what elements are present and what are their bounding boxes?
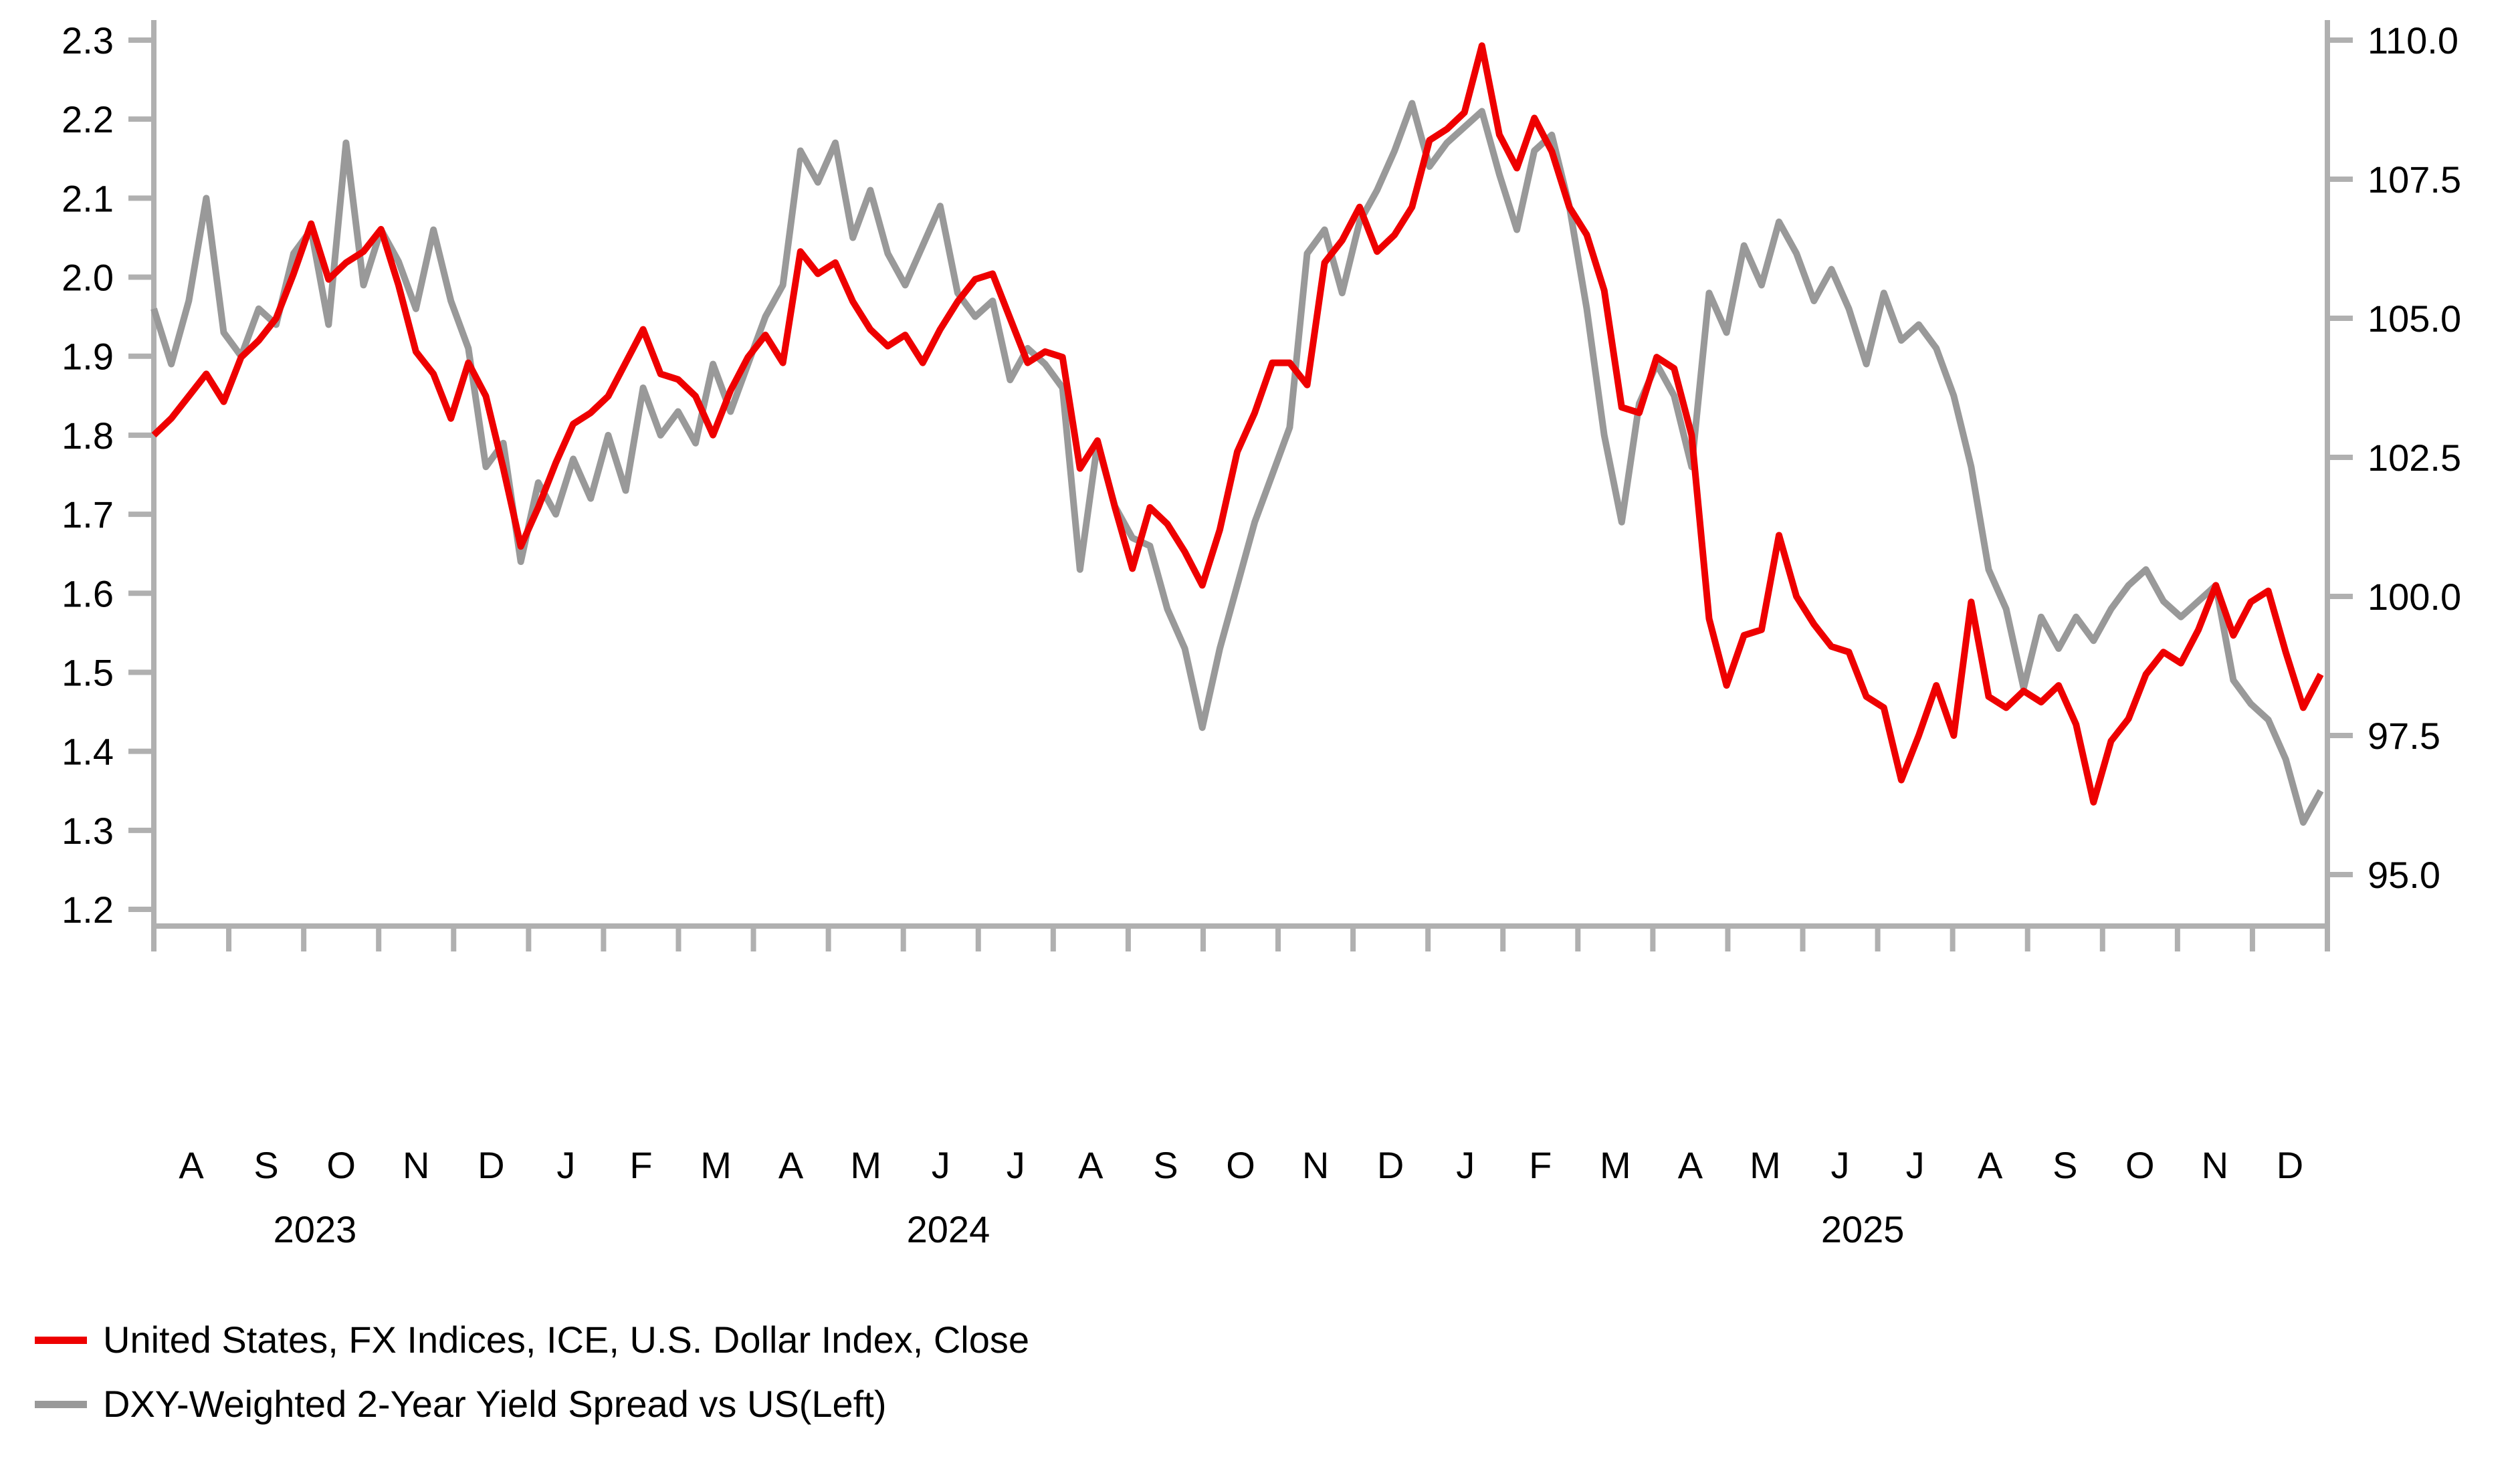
legend-item-dxy: United States, FX Indices, ICE, U.S. Dol…: [35, 1319, 1029, 1361]
month-label: S: [2053, 1144, 2077, 1186]
month-label: J: [1906, 1144, 1925, 1186]
left-tick-label: 1.4: [62, 731, 114, 773]
left-tick-label: 1.6: [62, 572, 114, 614]
left-tick-label: 2.1: [62, 177, 114, 219]
right-tick-label: 95.0: [2368, 854, 2440, 896]
left-tick-label: 2.3: [62, 19, 114, 62]
month-label: J: [556, 1144, 575, 1186]
month-label: O: [1226, 1144, 1255, 1186]
left-tick-label: 1.9: [62, 336, 114, 378]
legend-swatch-red-line-icon: [35, 1336, 87, 1344]
left-tick-label: 2.2: [62, 98, 114, 140]
month-label: O: [2125, 1144, 2155, 1186]
right-tick-label: 102.5: [2368, 437, 2461, 479]
right-tick-label: 110.0: [2368, 19, 2458, 62]
month-label: J: [1007, 1144, 1025, 1186]
month-label: M: [700, 1144, 732, 1186]
month-label: M: [850, 1144, 881, 1186]
month-label: J: [1831, 1144, 1850, 1186]
month-label: J: [932, 1144, 950, 1186]
left-tick-label: 1.5: [62, 651, 114, 693]
month-label: D: [478, 1144, 504, 1186]
right-tick-label: 97.5: [2368, 715, 2440, 757]
axes: [151, 20, 2330, 929]
month-label: A: [179, 1144, 204, 1186]
month-label: N: [2202, 1144, 2228, 1186]
right-tick-label: 100.0: [2368, 576, 2461, 618]
right-tick-label: 107.5: [2368, 158, 2461, 201]
legend-item-spread: DXY-Weighted 2-Year Yield Spread vs US(L…: [35, 1383, 1029, 1426]
left-tick-label: 1.3: [62, 810, 114, 852]
month-label: D: [2277, 1144, 2303, 1186]
month-label: F: [1529, 1144, 1552, 1186]
month-label: A: [1978, 1144, 2003, 1186]
left-tick-label: 2.0: [62, 257, 114, 299]
month-label: J: [1456, 1144, 1475, 1186]
left-tick-label: 1.8: [62, 415, 114, 457]
month-label: A: [1078, 1144, 1104, 1186]
month-label: F: [629, 1144, 652, 1186]
right-axis-ticks: 110.0 107.5 105.0 102.5 100.0 97.5 95.0: [2327, 19, 2461, 896]
legend-swatch-gray-line-icon: [35, 1400, 87, 1408]
legend-label-spread: DXY-Weighted 2-Year Yield Spread vs US(L…: [103, 1383, 887, 1425]
left-axis-ticks: 2.3 2.2 2.1 2.0 1.9 1.8 1.7 1.6 1.5 1.4 1.3 1.2: [62, 19, 154, 931]
month-label: A: [778, 1144, 804, 1186]
month-label: M: [1600, 1144, 1631, 1186]
month-label: N: [403, 1144, 429, 1186]
year-label: 2024: [907, 1208, 990, 1250]
year-label: 2025: [1821, 1208, 1905, 1250]
left-tick-label: 1.7: [62, 493, 114, 536]
legend-label-dxy: United States, FX Indices, ICE, U.S. Dol…: [103, 1319, 1030, 1361]
month-label: M: [1750, 1144, 1781, 1186]
month-label: O: [326, 1144, 356, 1186]
series-line-dollar-index: [151, 42, 2324, 806]
month-label: S: [253, 1144, 278, 1186]
left-tick-label: 1.2: [62, 889, 114, 931]
month-label: D: [1377, 1144, 1404, 1186]
right-tick-label: 105.0: [2368, 298, 2461, 340]
month-label: A: [1678, 1144, 1703, 1186]
month-label: S: [1153, 1144, 1178, 1186]
legend: United States, FX Indices, ICE, U.S. Dol…: [35, 1319, 1029, 1447]
month-label: N: [1302, 1144, 1329, 1186]
x-axis-ticks: A S O N D J F M A M J J A S O N D J F M A M J J A S O N D 2023 2024 202…: [151, 926, 2330, 1250]
year-label: 2023: [274, 1208, 357, 1250]
